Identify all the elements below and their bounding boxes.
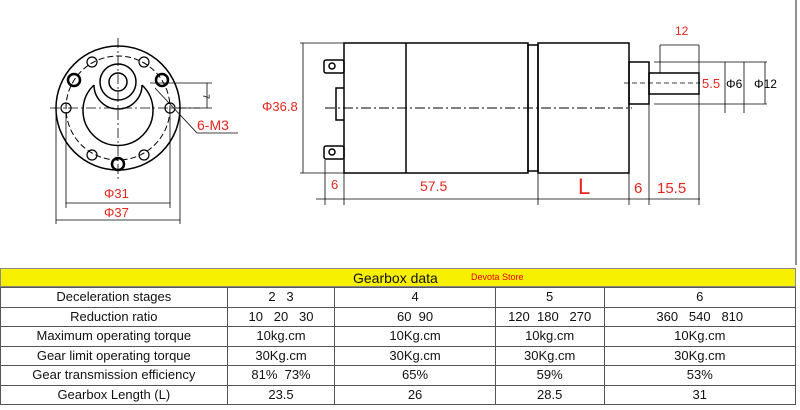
table-cell: 28.5	[494, 384, 605, 405]
terminal-length-label: 6	[331, 177, 338, 192]
table-cell: 10 20 30	[226, 306, 336, 327]
outer-diameter-label: Φ37	[104, 205, 129, 220]
hole-spec-label: 6-M3	[197, 117, 229, 133]
gearbox-length-label: L	[578, 174, 590, 199]
table-cell: 120 180 270	[494, 306, 605, 327]
row-label: Gear transmission efficiency	[0, 365, 228, 386]
table-cell: 59%	[494, 365, 605, 386]
shaft-length-label: 15.5	[657, 180, 686, 197]
shaft-diameter-label: Φ6	[726, 77, 743, 91]
store-label: Devota Store	[471, 272, 524, 282]
table-cell: 31	[603, 384, 797, 405]
table-row: Gear transmission efficiency 81% 73% 65% 59…	[0, 365, 797, 386]
table-cell: 60 90	[334, 306, 496, 327]
table-cell: 10Kg.cm	[334, 326, 496, 347]
motor-length-label: 57.5	[420, 178, 447, 194]
side-view	[300, 42, 767, 205]
collar-diameter-label: Φ12	[754, 77, 777, 91]
table-row: Maximum operating torque 10kg.cm 10Kg.cm 10…	[0, 326, 797, 347]
table-title-bar: Gearbox data Devota Store	[0, 268, 796, 287]
table-cell: 10kg.cm	[226, 326, 336, 347]
table-cell: 26	[334, 384, 496, 405]
front-offset-label: 7	[201, 94, 211, 99]
table-cell: 53%	[603, 365, 797, 386]
table-cell: 23.5	[226, 384, 336, 405]
table-cell: 81% 73%	[226, 365, 336, 386]
table-row: Reduction ratio 10 20 30 60 90 120 180 270 3…	[0, 306, 797, 327]
table-cell: 10kg.cm	[494, 326, 605, 347]
row-label: Gearbox Length (L)	[0, 384, 228, 405]
flat-height-label: 5.5	[702, 76, 720, 91]
table-cell: 30Kg.cm	[603, 345, 797, 366]
table-cell: 2 3	[226, 287, 336, 308]
table-cell: 10Kg.cm	[603, 326, 797, 347]
table-cell: 360 540 810	[603, 306, 797, 327]
table-row: Gearbox Length (L) 23.5 26 28.5 31	[0, 384, 797, 405]
table-cell: 4	[334, 287, 496, 308]
row-label: Deceleration stages	[0, 287, 228, 308]
table-title: Gearbox data	[353, 270, 438, 286]
table-cell: 30Kg.cm	[334, 345, 496, 366]
front-view	[50, 38, 238, 224]
row-label: Reduction ratio	[0, 306, 228, 327]
table-cell: 30Kg.cm	[226, 345, 336, 366]
table-cell: 5	[494, 287, 605, 308]
row-label: Maximum operating torque	[0, 326, 228, 347]
flat-length-label: 12	[675, 24, 689, 38]
table-cell: 30Kg.cm	[494, 345, 605, 366]
table-cell: 65%	[334, 365, 496, 386]
pcd-label: Φ31	[104, 186, 129, 201]
table-row: Gear limit operating torque 30Kg.cm 30Kg.c…	[0, 345, 797, 366]
motor-dimension-drawing: 7 6-M3 Φ31 Φ37 Φ36.8 6 57.5 L 6 15.5	[50, 0, 797, 265]
collar-length-label: 6	[634, 180, 642, 197]
table-cell: 6	[603, 287, 797, 308]
row-label: Gear limit operating torque	[0, 345, 228, 366]
body-diameter-label: Φ36.8	[262, 99, 298, 114]
gearbox-table: Deceleration stages 2 3 4 5 6 Reduction ratio…	[0, 287, 797, 405]
